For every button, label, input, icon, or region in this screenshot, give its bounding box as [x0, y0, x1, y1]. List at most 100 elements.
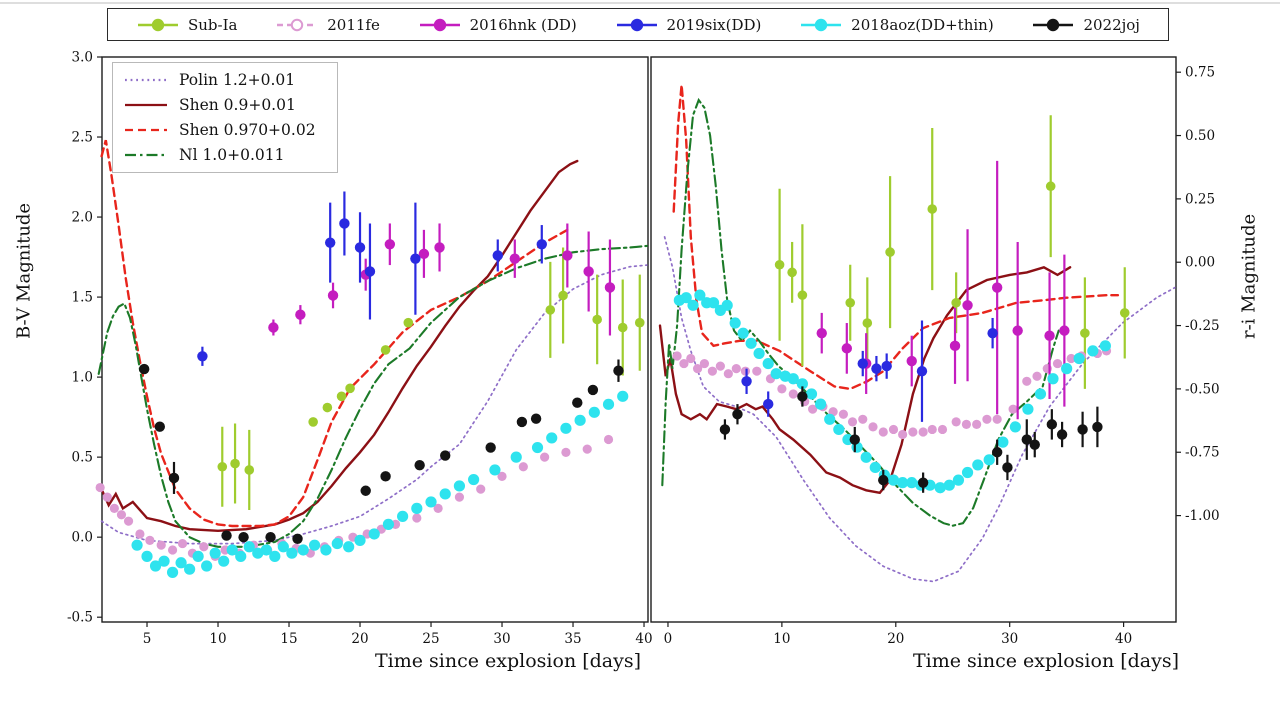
model-legend-item-2: Shen 0.970+0.02 [123, 121, 327, 139]
data-point [192, 550, 204, 562]
data-point [292, 533, 303, 544]
data-point [238, 531, 249, 543]
data-point [360, 485, 371, 496]
data-point [1052, 358, 1063, 369]
data-point [197, 351, 208, 362]
y-tick-label: 0.5 [72, 450, 93, 466]
panel-left: 5 10 15 20 25 30 35 40 -0.5 0.0 0.5 1.0 1.5 2.0 2.5 3.0 [67, 50, 653, 648]
data-point [308, 417, 318, 427]
data-point [857, 358, 868, 369]
data-point [433, 503, 443, 513]
data-point [613, 365, 624, 376]
legend-item-2022joj: 2022joj [1031, 16, 1140, 34]
data-point [536, 239, 547, 250]
series-sub-ia-right [774, 115, 1130, 389]
y-tick-label: 0.25 [1185, 191, 1215, 207]
data-point [805, 388, 818, 400]
y-tick-label: 0.75 [1185, 65, 1215, 81]
y-tick-label: -0.50 [1185, 381, 1220, 397]
data-point [787, 373, 799, 385]
data-point [235, 550, 247, 562]
data-point [1012, 325, 1023, 336]
data-point [740, 366, 751, 376]
data-point [156, 540, 166, 550]
legend-item-2011fe: 2011fe [275, 16, 380, 34]
model-legend-item-0: Polin 1.2+0.01 [123, 71, 327, 89]
data-point [719, 424, 731, 435]
data-point [918, 427, 928, 437]
data-point [454, 492, 465, 502]
data-point [425, 496, 437, 508]
data-point [468, 473, 480, 486]
data-point [485, 442, 496, 453]
data-point [1047, 373, 1059, 385]
data-point [972, 459, 984, 471]
data-point [833, 423, 845, 436]
data-point [603, 434, 614, 445]
series-2018aoz-left [131, 390, 629, 578]
data-point [199, 542, 209, 552]
data-point [741, 376, 752, 387]
data-point [209, 547, 221, 559]
data-point [982, 414, 992, 424]
image-top-border [0, 2, 1280, 4]
data-point [418, 248, 430, 260]
data-point [561, 447, 571, 457]
data-point [951, 417, 961, 427]
data-point [268, 322, 279, 333]
data-point [680, 292, 692, 304]
data-point [847, 417, 858, 427]
y-tick-label: 0.50 [1185, 128, 1215, 144]
series-2016hnk-left [268, 223, 616, 336]
model-line-shen-0.9+0.01-left [100, 159, 579, 533]
series-sub-ia-left [217, 247, 645, 510]
data-point [546, 432, 558, 444]
x-tick-label: 30 [1001, 631, 1018, 647]
data-point [838, 409, 848, 419]
data-point [345, 383, 355, 394]
legend-marker-icon [801, 18, 842, 31]
x-tick-label: 25 [422, 631, 439, 647]
y-tick-label: 1.0 [72, 370, 93, 386]
data-point [1066, 353, 1076, 364]
data-point [987, 327, 998, 339]
data-point [881, 360, 892, 372]
data-point [897, 477, 909, 489]
data-point [1061, 363, 1073, 375]
data-point [672, 351, 682, 361]
data-point [260, 544, 272, 556]
data-point [295, 309, 306, 320]
model-line-polin-1.2+0.01-left [100, 264, 648, 545]
data-point [149, 560, 162, 572]
data-point [777, 384, 787, 394]
data-point [715, 361, 725, 371]
data-point [617, 322, 628, 333]
data-point [1092, 421, 1103, 433]
data-point [184, 563, 196, 575]
data-point [252, 547, 264, 559]
data-point [331, 537, 343, 550]
data-point [927, 204, 938, 214]
data-point [1022, 376, 1032, 386]
data-point [723, 369, 733, 379]
data-point [218, 555, 230, 567]
panel-frame-right [650, 56, 1177, 623]
legend-marker-icon [138, 18, 178, 31]
data-point [937, 424, 948, 435]
data-point [414, 459, 425, 471]
data-point [797, 391, 808, 402]
data-point [518, 462, 528, 472]
data-point [687, 299, 699, 311]
data-point [602, 398, 615, 410]
data-point [516, 416, 528, 428]
data-point [763, 398, 774, 410]
legend-item-2019six-dd-: 2019six(DD) [615, 16, 761, 34]
data-point [1073, 352, 1085, 365]
model-line-shen-0.970+0.02-left [100, 139, 569, 528]
x-tick-label: 5 [143, 631, 152, 647]
data-point [943, 479, 955, 491]
data-point [397, 510, 409, 522]
data-point [916, 365, 928, 377]
data-point [297, 544, 309, 556]
